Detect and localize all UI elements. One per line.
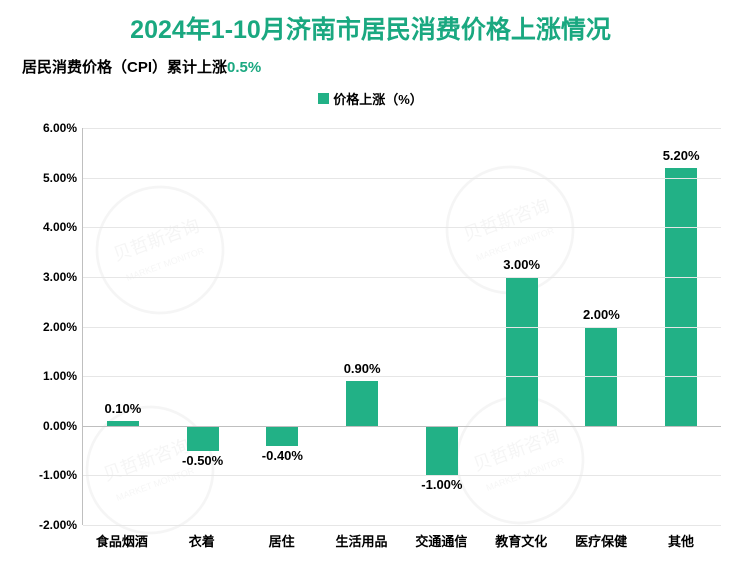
bar: [665, 168, 697, 426]
x-tick-label: 居住: [269, 531, 295, 550]
chart-title: 2024年1-10月济南市居民消费价格上涨情况: [0, 0, 741, 46]
x-tick-label: 生活用品: [336, 531, 388, 550]
grid-line: [83, 128, 721, 129]
grid-line: [83, 178, 721, 179]
x-tick-label: 交通通信: [415, 531, 467, 550]
x-axis-labels: 食品烟酒 衣着 居住 生活用品 交通通信 教育文化 医疗保健 其他: [82, 525, 721, 555]
grid-line: [83, 227, 721, 228]
subtitle-label: 居民消费价格（CPI）累计上涨: [22, 59, 227, 76]
grid-line: [83, 376, 721, 377]
y-tick-label: -1.00%: [39, 468, 83, 482]
bar-value-label: -0.40%: [262, 448, 303, 463]
x-tick-label: 衣着: [189, 531, 215, 550]
x-tick-label: 教育文化: [495, 531, 547, 550]
bar: [426, 426, 458, 476]
y-tick-label: 1.00%: [43, 369, 83, 383]
bar: [346, 381, 378, 426]
y-tick-label: 2.00%: [43, 320, 83, 334]
y-tick-label: 6.00%: [43, 121, 83, 135]
grid-line: [83, 475, 721, 476]
subtitle-value: 0.5%: [227, 59, 261, 76]
y-tick-label: -2.00%: [39, 518, 83, 532]
x-tick-label: 医疗保健: [575, 531, 627, 550]
y-tick-label: 4.00%: [43, 220, 83, 234]
bar-value-label: 0.90%: [344, 361, 381, 376]
subtitle: 居民消费价格（CPI）累计上涨0.5%: [22, 56, 741, 77]
legend: 价格上涨（%）: [0, 89, 741, 108]
bar-value-label: -1.00%: [421, 477, 462, 492]
x-tick-label: 食品烟酒: [96, 531, 148, 550]
bar: [266, 426, 298, 446]
plot-area: 0.10% -0.50% -0.40% 0.90% -1.00% 3.00% 2.00% 5.…: [82, 128, 721, 525]
bar-value-label: 0.10%: [104, 401, 141, 416]
bar-value-label: -0.50%: [182, 453, 223, 468]
bar: [187, 426, 219, 451]
bar-value-label: 2.00%: [583, 307, 620, 322]
bar: [506, 277, 538, 426]
legend-marker: [318, 93, 329, 104]
y-tick-label: 3.00%: [43, 270, 83, 284]
grid-line: [83, 327, 721, 328]
bar-value-label: 5.20%: [663, 148, 700, 163]
y-tick-label: 0.00%: [43, 419, 83, 433]
bar-value-label: 3.00%: [503, 257, 540, 272]
legend-label: 价格上涨（%）: [333, 92, 423, 107]
chart-area: 0.10% -0.50% -0.40% 0.90% -1.00% 3.00% 2.00% 5.…: [20, 128, 731, 555]
y-tick-label: 5.00%: [43, 171, 83, 185]
zero-line: [83, 426, 721, 428]
x-tick-label: 其他: [668, 531, 694, 550]
grid-line: [83, 277, 721, 278]
